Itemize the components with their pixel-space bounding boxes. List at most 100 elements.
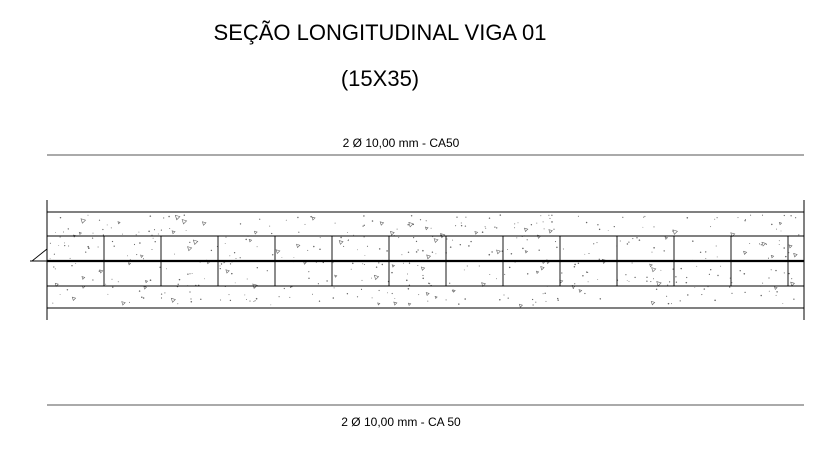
concrete-dot [256,246,258,248]
concrete-dot [783,247,785,249]
concrete-dot [107,293,109,295]
concrete-dot [540,215,542,217]
concrete-dot [54,231,56,233]
concrete-dot [460,224,463,227]
concrete-dot [312,293,313,295]
concrete-dot [499,214,502,216]
concrete-dot [413,237,415,239]
concrete-dot [775,294,777,296]
concrete-dot [255,297,258,300]
concrete-dot [347,239,349,242]
concrete-dot [607,230,609,231]
concrete-dot [111,240,114,243]
concrete-dot [239,223,242,225]
concrete-dot [408,262,411,264]
concrete-dot [646,280,648,282]
concrete-dot [69,257,71,259]
concrete-dot [574,263,576,266]
concrete-dot [319,237,321,239]
concrete-dot [271,254,274,256]
concrete-dot [507,297,509,299]
concrete-dot [744,220,746,222]
concrete-dot [619,240,621,242]
concrete-dot [219,267,221,270]
concrete-dot [597,224,599,226]
concrete-dot [102,234,104,236]
concrete-dot [233,252,236,254]
concrete-dot [687,294,689,296]
concrete-dot [357,249,359,251]
concrete-dot [626,280,628,281]
rebar-lines [47,235,804,287]
concrete-dot [496,227,498,229]
concrete-dot [708,273,711,276]
concrete-dot [254,300,256,302]
stirrups [103,236,789,286]
concrete-dot [739,270,741,272]
concrete-dot [582,274,584,277]
concrete-dot [151,234,153,236]
concrete-dot [634,276,636,279]
concrete-dot [371,297,373,299]
concrete-dot [793,298,795,300]
concrete-dot [87,245,89,248]
concrete-dot [313,245,315,248]
aggregate-triangle [651,267,657,273]
concrete-dot [418,294,420,296]
concrete-dot [141,296,143,299]
concrete-dot [235,258,237,259]
concrete-dot [596,242,598,244]
concrete-dot [278,296,280,298]
concrete-dot [466,265,468,267]
concrete-dot [403,262,404,264]
concrete-dot [622,216,624,218]
aggregate-triangle [140,254,144,259]
concrete-dot [716,256,718,258]
concrete-dot [456,216,458,218]
concrete-dot [675,276,677,278]
aggregate-triangle [770,255,775,259]
concrete-dot [783,214,785,217]
concrete-dot [129,301,130,303]
concrete-dot [778,240,780,242]
concrete-dot [716,217,718,219]
concrete-dot [776,228,777,230]
concrete-dot [406,279,408,282]
concrete-dot [164,292,166,294]
concrete-dot [488,253,491,256]
concrete-dot [584,253,586,255]
aggregate-triangle [379,221,385,226]
concrete-dot [371,277,373,279]
concrete-dot [531,298,534,301]
concrete-dot [642,226,644,228]
concrete-dot [105,283,107,285]
aggregate-triangle [433,238,439,243]
aggregate-triangle [393,301,398,306]
concrete-dot [332,262,334,264]
concrete-dot [449,282,451,284]
aggregate-triangle [730,232,736,238]
concrete-dot [788,252,790,254]
aggregate-triangle [225,269,230,274]
aggregate-triangle [578,289,583,293]
concrete-dot [481,231,484,233]
aggregate-triangle [793,252,798,258]
concrete-dot [177,283,179,285]
concrete-dot [68,245,70,247]
concrete-dot [353,234,355,236]
concrete-dot [790,215,792,217]
concrete-dot [348,239,349,240]
concrete-dot [597,279,599,280]
concrete-dot [573,266,576,268]
concrete-dot [653,226,655,228]
concrete-dot [459,243,462,246]
concrete-dot [266,270,268,272]
concrete-dot [254,286,256,289]
concrete-dot [142,297,145,299]
concrete-dot [782,303,784,304]
concrete-dot [394,298,396,299]
concrete-dot [67,228,69,230]
concrete-dot [710,226,712,228]
aggregate-triangle [524,250,529,254]
concrete-dot [363,215,365,217]
